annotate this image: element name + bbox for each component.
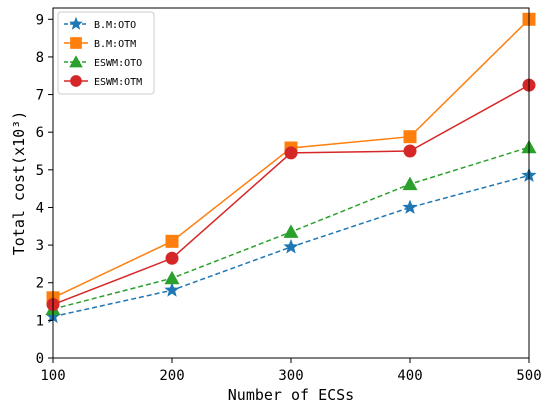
y-tick-label: 4	[36, 200, 44, 216]
y-tick-label: 2	[36, 276, 44, 292]
y-tick-label: 6	[36, 125, 44, 141]
legend-label: ESWM:OTM	[94, 77, 142, 88]
legend-label: ESWM:OTO	[94, 58, 142, 69]
y-tick-label: 9	[36, 12, 44, 28]
legend-label: B.M:OTO	[94, 20, 136, 31]
legend: B.M:OTO B.M:OTM ESWM:OTO ESWM:OTM	[57, 11, 155, 95]
legend-marker	[69, 16, 83, 30]
data-point	[403, 144, 417, 158]
data-point	[164, 282, 180, 297]
y-tick-label: 5	[36, 163, 44, 179]
legend-marker	[70, 37, 82, 49]
legend-label: B.M:OTM	[94, 39, 136, 50]
data-point	[165, 251, 179, 265]
series-eswm-oto	[45, 139, 537, 316]
data-point	[165, 234, 179, 248]
series-b-m-oto	[45, 167, 537, 324]
x-tick-label: 200	[159, 368, 184, 384]
series-eswm-otm	[46, 78, 536, 312]
data-point	[283, 238, 299, 254]
data-point	[164, 270, 180, 285]
y-axis-label: Total cost(x10³)	[10, 111, 28, 256]
x-tick-label: 500	[516, 368, 541, 384]
legend-marker	[69, 55, 83, 68]
data-point	[283, 224, 299, 238]
y-tick-label: 3	[36, 238, 44, 254]
x-axis: 100 200 300 400 500	[40, 358, 542, 384]
y-tick-label: 0	[36, 351, 44, 367]
x-tick-label: 100	[40, 368, 65, 384]
series-line	[52, 84, 530, 306]
data-point	[402, 199, 418, 214]
legend-marker	[70, 75, 82, 87]
series-layer	[45, 12, 537, 324]
data-point	[402, 176, 418, 191]
legend-box	[57, 11, 155, 95]
data-point	[284, 146, 298, 160]
x-tick-label: 300	[278, 368, 303, 384]
y-tick-label: 1	[36, 313, 44, 329]
y-axis: 0 1 2 3 4 5 6 7 8 9	[36, 12, 53, 367]
data-point	[403, 130, 417, 144]
y-tick-label: 7	[36, 88, 44, 104]
x-tick-label: 400	[397, 368, 422, 384]
y-tick-label: 8	[36, 50, 44, 66]
x-axis-label: Number of ECSs	[228, 386, 354, 404]
